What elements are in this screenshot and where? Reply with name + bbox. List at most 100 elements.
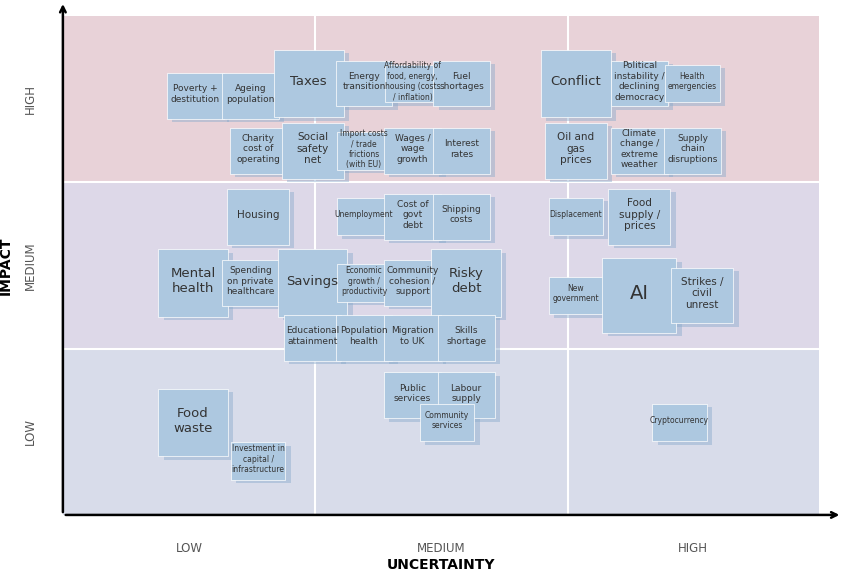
Text: Supply
chain
disruptions: Supply chain disruptions xyxy=(667,134,717,164)
FancyBboxPatch shape xyxy=(434,128,490,174)
FancyBboxPatch shape xyxy=(434,194,490,240)
Text: Social
safety
net: Social safety net xyxy=(296,132,328,166)
FancyBboxPatch shape xyxy=(385,65,440,102)
FancyBboxPatch shape xyxy=(670,68,725,105)
Bar xyxy=(63,182,315,349)
Text: Political
instability /
declining
democracy: Political instability / declining democr… xyxy=(614,61,664,101)
FancyBboxPatch shape xyxy=(342,268,397,305)
Text: Mental
health: Mental health xyxy=(170,267,216,295)
Text: UNCERTAINTY: UNCERTAINTY xyxy=(387,558,495,572)
FancyBboxPatch shape xyxy=(342,202,397,239)
Text: Oil and
gas
prices: Oil and gas prices xyxy=(557,132,594,166)
FancyBboxPatch shape xyxy=(665,65,720,102)
Bar xyxy=(315,349,568,515)
FancyBboxPatch shape xyxy=(549,277,603,314)
FancyBboxPatch shape xyxy=(608,261,682,336)
Text: Affordability of
food, energy,
housing (costs
/ inflation): Affordability of food, energy, housing (… xyxy=(384,61,441,101)
Text: Food
supply /
prices: Food supply / prices xyxy=(619,198,660,231)
Bar xyxy=(315,16,568,182)
Bar xyxy=(63,16,315,182)
FancyBboxPatch shape xyxy=(290,319,346,364)
FancyBboxPatch shape xyxy=(545,123,607,179)
Text: Charity
cost of
operating: Charity cost of operating xyxy=(236,134,280,164)
Text: Population
health: Population health xyxy=(340,326,388,346)
Text: Migration
to UK: Migration to UK xyxy=(391,326,434,346)
FancyBboxPatch shape xyxy=(676,271,738,327)
FancyBboxPatch shape xyxy=(337,264,392,302)
FancyBboxPatch shape xyxy=(163,253,233,320)
FancyBboxPatch shape xyxy=(389,131,446,177)
Text: Cost of
govt
debt: Cost of govt debt xyxy=(397,200,429,230)
Text: Community
cohesion /
support: Community cohesion / support xyxy=(386,266,439,296)
Text: HIGH: HIGH xyxy=(678,543,708,555)
Text: HIGH: HIGH xyxy=(24,84,36,115)
Text: Skills
shortage: Skills shortage xyxy=(446,326,486,346)
FancyBboxPatch shape xyxy=(278,249,348,317)
Text: Import costs
/ trade
frictions
(with EU): Import costs / trade frictions (with EU) xyxy=(340,129,388,169)
FancyBboxPatch shape xyxy=(669,131,726,177)
FancyBboxPatch shape xyxy=(163,393,233,460)
FancyBboxPatch shape xyxy=(384,128,441,174)
FancyBboxPatch shape xyxy=(443,319,500,364)
FancyBboxPatch shape xyxy=(439,64,495,110)
FancyBboxPatch shape xyxy=(341,64,397,110)
FancyBboxPatch shape xyxy=(389,264,446,309)
FancyBboxPatch shape xyxy=(554,280,609,317)
Text: Taxes: Taxes xyxy=(290,75,327,88)
FancyBboxPatch shape xyxy=(158,249,228,317)
FancyBboxPatch shape xyxy=(438,372,494,418)
FancyBboxPatch shape xyxy=(420,404,475,441)
Bar xyxy=(63,349,315,515)
Text: AI: AI xyxy=(630,284,649,303)
FancyBboxPatch shape xyxy=(425,407,480,445)
Text: IMPACT: IMPACT xyxy=(0,236,13,295)
FancyBboxPatch shape xyxy=(227,189,289,245)
Text: Spending
on private
healthcare: Spending on private healthcare xyxy=(226,266,274,296)
FancyBboxPatch shape xyxy=(342,136,397,173)
FancyBboxPatch shape xyxy=(434,61,490,107)
FancyBboxPatch shape xyxy=(341,319,397,364)
Text: New
government: New government xyxy=(552,284,600,303)
Bar xyxy=(568,182,819,349)
Text: LOW: LOW xyxy=(176,543,203,555)
FancyBboxPatch shape xyxy=(336,61,392,107)
FancyBboxPatch shape xyxy=(616,131,673,177)
Text: Health
emergencies: Health emergencies xyxy=(668,72,717,91)
Text: Conflict: Conflict xyxy=(551,75,601,88)
FancyBboxPatch shape xyxy=(614,192,676,248)
FancyBboxPatch shape xyxy=(437,253,506,320)
Text: Climate
change /
extreme
weather: Climate change / extreme weather xyxy=(620,129,659,169)
Text: Fuel
shortages: Fuel shortages xyxy=(440,72,484,91)
FancyBboxPatch shape xyxy=(439,197,495,243)
Text: MEDIUM: MEDIUM xyxy=(24,241,36,290)
FancyBboxPatch shape xyxy=(549,198,603,236)
FancyBboxPatch shape xyxy=(653,404,706,441)
FancyBboxPatch shape xyxy=(384,372,441,418)
FancyBboxPatch shape xyxy=(671,268,733,323)
FancyBboxPatch shape xyxy=(438,315,494,361)
Text: MEDIUM: MEDIUM xyxy=(417,543,466,555)
Text: Housing: Housing xyxy=(237,210,280,219)
Text: Educational
attainment: Educational attainment xyxy=(286,326,339,346)
Text: Poverty +
destitution: Poverty + destitution xyxy=(171,84,220,104)
FancyBboxPatch shape xyxy=(384,194,441,240)
FancyBboxPatch shape xyxy=(227,77,285,123)
Text: Energy
transition: Energy transition xyxy=(343,72,386,91)
Text: LOW: LOW xyxy=(24,418,36,445)
Text: Labour
supply: Labour supply xyxy=(450,383,482,403)
FancyBboxPatch shape xyxy=(389,319,446,364)
FancyBboxPatch shape xyxy=(611,61,668,107)
FancyBboxPatch shape xyxy=(337,132,392,170)
FancyBboxPatch shape xyxy=(602,258,676,333)
FancyBboxPatch shape xyxy=(222,260,279,306)
Text: Savings: Savings xyxy=(286,274,338,288)
FancyBboxPatch shape xyxy=(285,315,341,361)
FancyBboxPatch shape xyxy=(541,50,610,117)
FancyBboxPatch shape xyxy=(609,189,670,245)
FancyBboxPatch shape xyxy=(384,260,441,306)
Text: Ageing
population: Ageing population xyxy=(226,84,274,104)
Text: Public
services: Public services xyxy=(394,383,431,403)
FancyBboxPatch shape xyxy=(616,64,673,110)
Text: Unemployment: Unemployment xyxy=(335,210,393,219)
FancyBboxPatch shape xyxy=(222,73,279,119)
